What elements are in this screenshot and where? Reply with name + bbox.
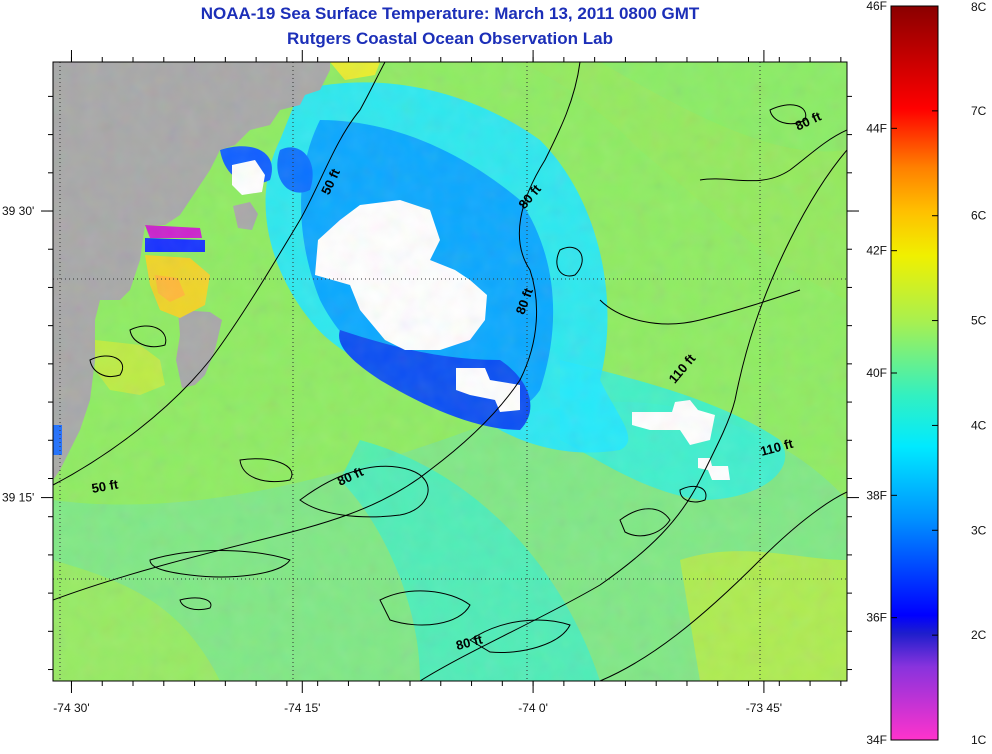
axis-labels: -74 30' -74 15' -74 0' -73 45' 39 30' 39 15' bbox=[2, 50, 859, 715]
colorbar-c-label: 2C bbox=[971, 628, 987, 642]
chart-subtitle: Rutgers Coastal Ocean Observation Lab bbox=[287, 29, 613, 48]
map-grid bbox=[53, 62, 847, 681]
x-tick-label: -74 0' bbox=[518, 701, 548, 715]
colorbar-ticks: 1C 2C 3C 4C 5C 6C 7C 8C 34F 36F 38F 40F 42F 44F 46F bbox=[866, 0, 986, 747]
axis-ticks bbox=[48, 57, 852, 686]
colorbar-c-label: 1C bbox=[971, 733, 987, 747]
colorbar-c-label: 6C bbox=[971, 209, 987, 223]
colorbar-c-label: 3C bbox=[971, 523, 987, 537]
colorbar-c-label: 4C bbox=[971, 418, 987, 432]
x-tick-label: -73 45' bbox=[746, 701, 782, 715]
x-tick-label: -74 15' bbox=[284, 701, 320, 715]
colorbar-f-label: 44F bbox=[866, 121, 887, 135]
colorbar: 1C 2C 3C 4C 5C 6C 7C 8C 34F 36F 38F 40F 42F 44F 46F bbox=[866, 0, 986, 747]
colorbar-f-label: 46F bbox=[866, 0, 887, 13]
colorbar-c-label: 5C bbox=[971, 314, 987, 328]
colorbar-f-label: 40F bbox=[866, 366, 887, 380]
colorbar-f-label: 42F bbox=[866, 244, 887, 258]
colorbar-c-label: 7C bbox=[971, 104, 987, 118]
depth-contour-label: 50 ft bbox=[90, 476, 120, 496]
depth-contour-label: 80 ft bbox=[454, 631, 484, 653]
x-tick-label: -74 30' bbox=[53, 701, 89, 715]
colorbar-f-label: 38F bbox=[866, 488, 887, 502]
colorbar-f-label: 36F bbox=[866, 611, 887, 625]
y-tick-label: 39 15' bbox=[2, 491, 34, 505]
plot-frame bbox=[52, 61, 848, 682]
colorbar-gradient bbox=[890, 5, 939, 741]
colorbar-f-label: 34F bbox=[866, 733, 887, 747]
y-tick-label: 39 30' bbox=[2, 204, 34, 218]
colorbar-c-label: 8C bbox=[971, 0, 987, 14]
chart-title: NOAA-19 Sea Surface Temperature: March 1… bbox=[200, 4, 700, 23]
depth-contours bbox=[53, 62, 847, 681]
